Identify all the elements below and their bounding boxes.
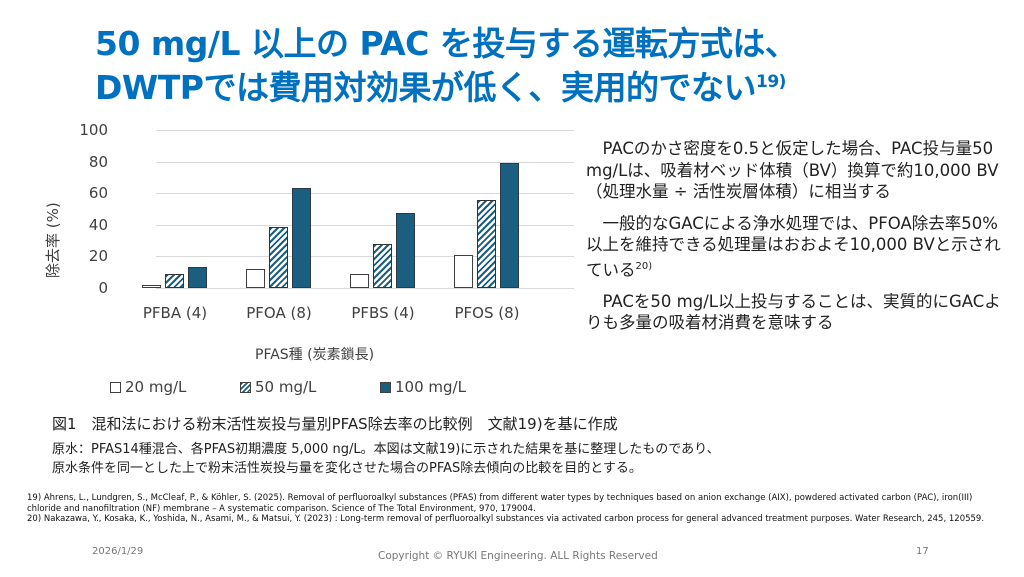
bar-pfos-50mgl <box>477 200 496 288</box>
bar-pfbs-50mgl <box>373 243 392 288</box>
footer-date: 2026/1/29 <box>92 546 144 557</box>
bar-pfba-100mgl <box>188 267 207 288</box>
figure-caption: 図1 混和法における粉末活性炭投与量別PFAS除去率の比較例 文献19)を基に作… <box>52 415 618 433</box>
bar-pfba-50mgl <box>165 273 184 288</box>
legend-item: 100 mg/L <box>380 378 466 396</box>
bar-pfos-100mgl <box>500 163 519 288</box>
y-tick-label: 40 <box>88 215 108 234</box>
y-axis-label: 除去率 (%) <box>44 202 62 278</box>
y-tick-label: 100 <box>79 121 108 139</box>
gridline <box>156 224 574 226</box>
bar-pfoa-50mgl <box>269 227 288 288</box>
x-category-label: PFOS (8) <box>454 304 520 322</box>
reference-20-text: 20) Nakazawa, Y., Kosaka, K., Yoshida, N… <box>27 514 985 524</box>
gridline <box>156 288 574 289</box>
paragraph-conclusion: PACを50 mg/L以上投与することは、実質的にGACよりも多量の吸着材消費を… <box>586 291 1001 333</box>
page-number: 17 <box>916 546 929 557</box>
x-category-label: PFBS (4) <box>351 304 415 322</box>
removal-rate-bar-chart: 除去率 (%) 100 80 60 40 20 0 PFBA (4) PFOA (8) PFB… <box>40 118 574 408</box>
y-tick-label: 60 <box>88 184 108 203</box>
title-reference: 19) <box>756 72 786 92</box>
bar-pfbs-20mgl <box>350 273 369 288</box>
slide-title: 50 mg/L 以上の PAC を投与する運転方式は、 DWTPでは費用対効果が… <box>95 22 995 110</box>
legend-label: 20 mg/L <box>125 378 187 396</box>
bar-pfos-20mgl <box>454 254 473 288</box>
title-line-2: DWTPでは費用対効果が低く、実用的でない19) <box>95 68 786 107</box>
legend-swatch-icon <box>110 381 121 393</box>
legend-item: 20 mg/L <box>110 378 186 396</box>
x-category-label: PFBA (4) <box>142 304 208 322</box>
gridline <box>156 130 574 131</box>
reference-19-text: 19) Ahrens, L., Lundgren, S., McCleaf, P… <box>27 493 973 514</box>
y-tick-label: 80 <box>88 152 108 171</box>
title-line-1: 50 mg/L 以上の PAC を投与する運転方式は、 <box>95 24 798 63</box>
explanation-text: PACのかさ密度を0.5と仮定した場合、PAC投与量50 mg/Lは、吸着材ベッ… <box>586 138 1006 344</box>
legend-item: 50 mg/L <box>240 378 316 396</box>
bar-pfoa-100mgl <box>292 188 311 288</box>
references: 19) Ahrens, L., Lundgren, S., McCleaf, P… <box>27 493 1007 525</box>
gridline <box>156 161 574 163</box>
legend-swatch-icon <box>380 381 391 393</box>
y-tick-label: 20 <box>88 247 108 266</box>
legend-label: 100 mg/L <box>395 378 466 396</box>
paragraph-gac-comparison: 一般的なGACによる浄水処理では、PFOA除去率50%以上を維持できる処理量はお… <box>586 213 1001 280</box>
y-tick-label: 0 <box>98 279 108 297</box>
x-category-label: PFOA (8) <box>246 304 312 322</box>
bar-pfba-20mgl <box>142 284 161 288</box>
footer-copyright: Copyright © RYUKI Engineering. ALL Right… <box>378 550 658 562</box>
x-axis-label: PFAS種 (炭素鎖長) <box>255 347 375 363</box>
legend-label: 50 mg/L <box>255 378 317 396</box>
figure-note: 原水：PFAS14種混合、各PFAS初期濃度 5,000 ng/L。本図は文献1… <box>52 442 720 476</box>
paragraph-bulk-density: PACのかさ密度を0.5と仮定した場合、PAC投与量50 mg/Lは、吸着材ベッ… <box>586 139 999 201</box>
legend-swatch-icon <box>240 381 251 393</box>
bar-pfoa-20mgl <box>246 269 265 288</box>
gridline <box>156 193 574 195</box>
reference-20: 20) <box>635 260 653 272</box>
bar-pfbs-100mgl <box>396 212 415 288</box>
gridline <box>156 256 574 258</box>
